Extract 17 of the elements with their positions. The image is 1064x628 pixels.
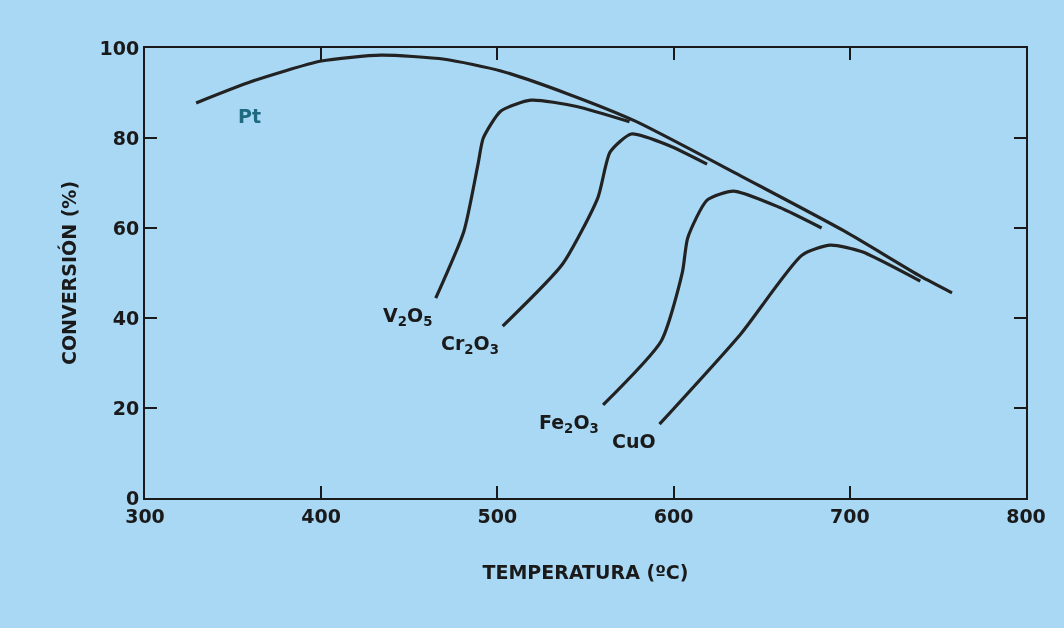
x-tick-label: 400 [301,504,342,527]
y-tick-label: 100 [99,36,140,59]
y-tick-label: 60 [112,216,140,239]
y-tick-label: 80 [112,126,140,149]
x-tick-label: 500 [477,504,518,527]
x-axis-title: TEMPERATURA (ºC) [482,561,689,584]
series-label: V$_{2}$O$_{5}$ [383,304,433,329]
y-axis-title: CONVERSIÓN (%) [56,180,80,366]
series-label: Fe$_{2}$O$_{3}$ [539,411,599,436]
series-label: Cr$_{2}$O$_{3}$ [441,332,500,357]
series-label: Pt [238,105,262,127]
y-tick-label: 20 [112,396,140,419]
y-tick-label: 40 [112,306,140,329]
x-tick-label: 700 [829,504,870,527]
series-label: CuO [612,430,656,452]
x-tick-label: 600 [653,504,694,527]
x-tick-label: 800 [1006,504,1046,527]
